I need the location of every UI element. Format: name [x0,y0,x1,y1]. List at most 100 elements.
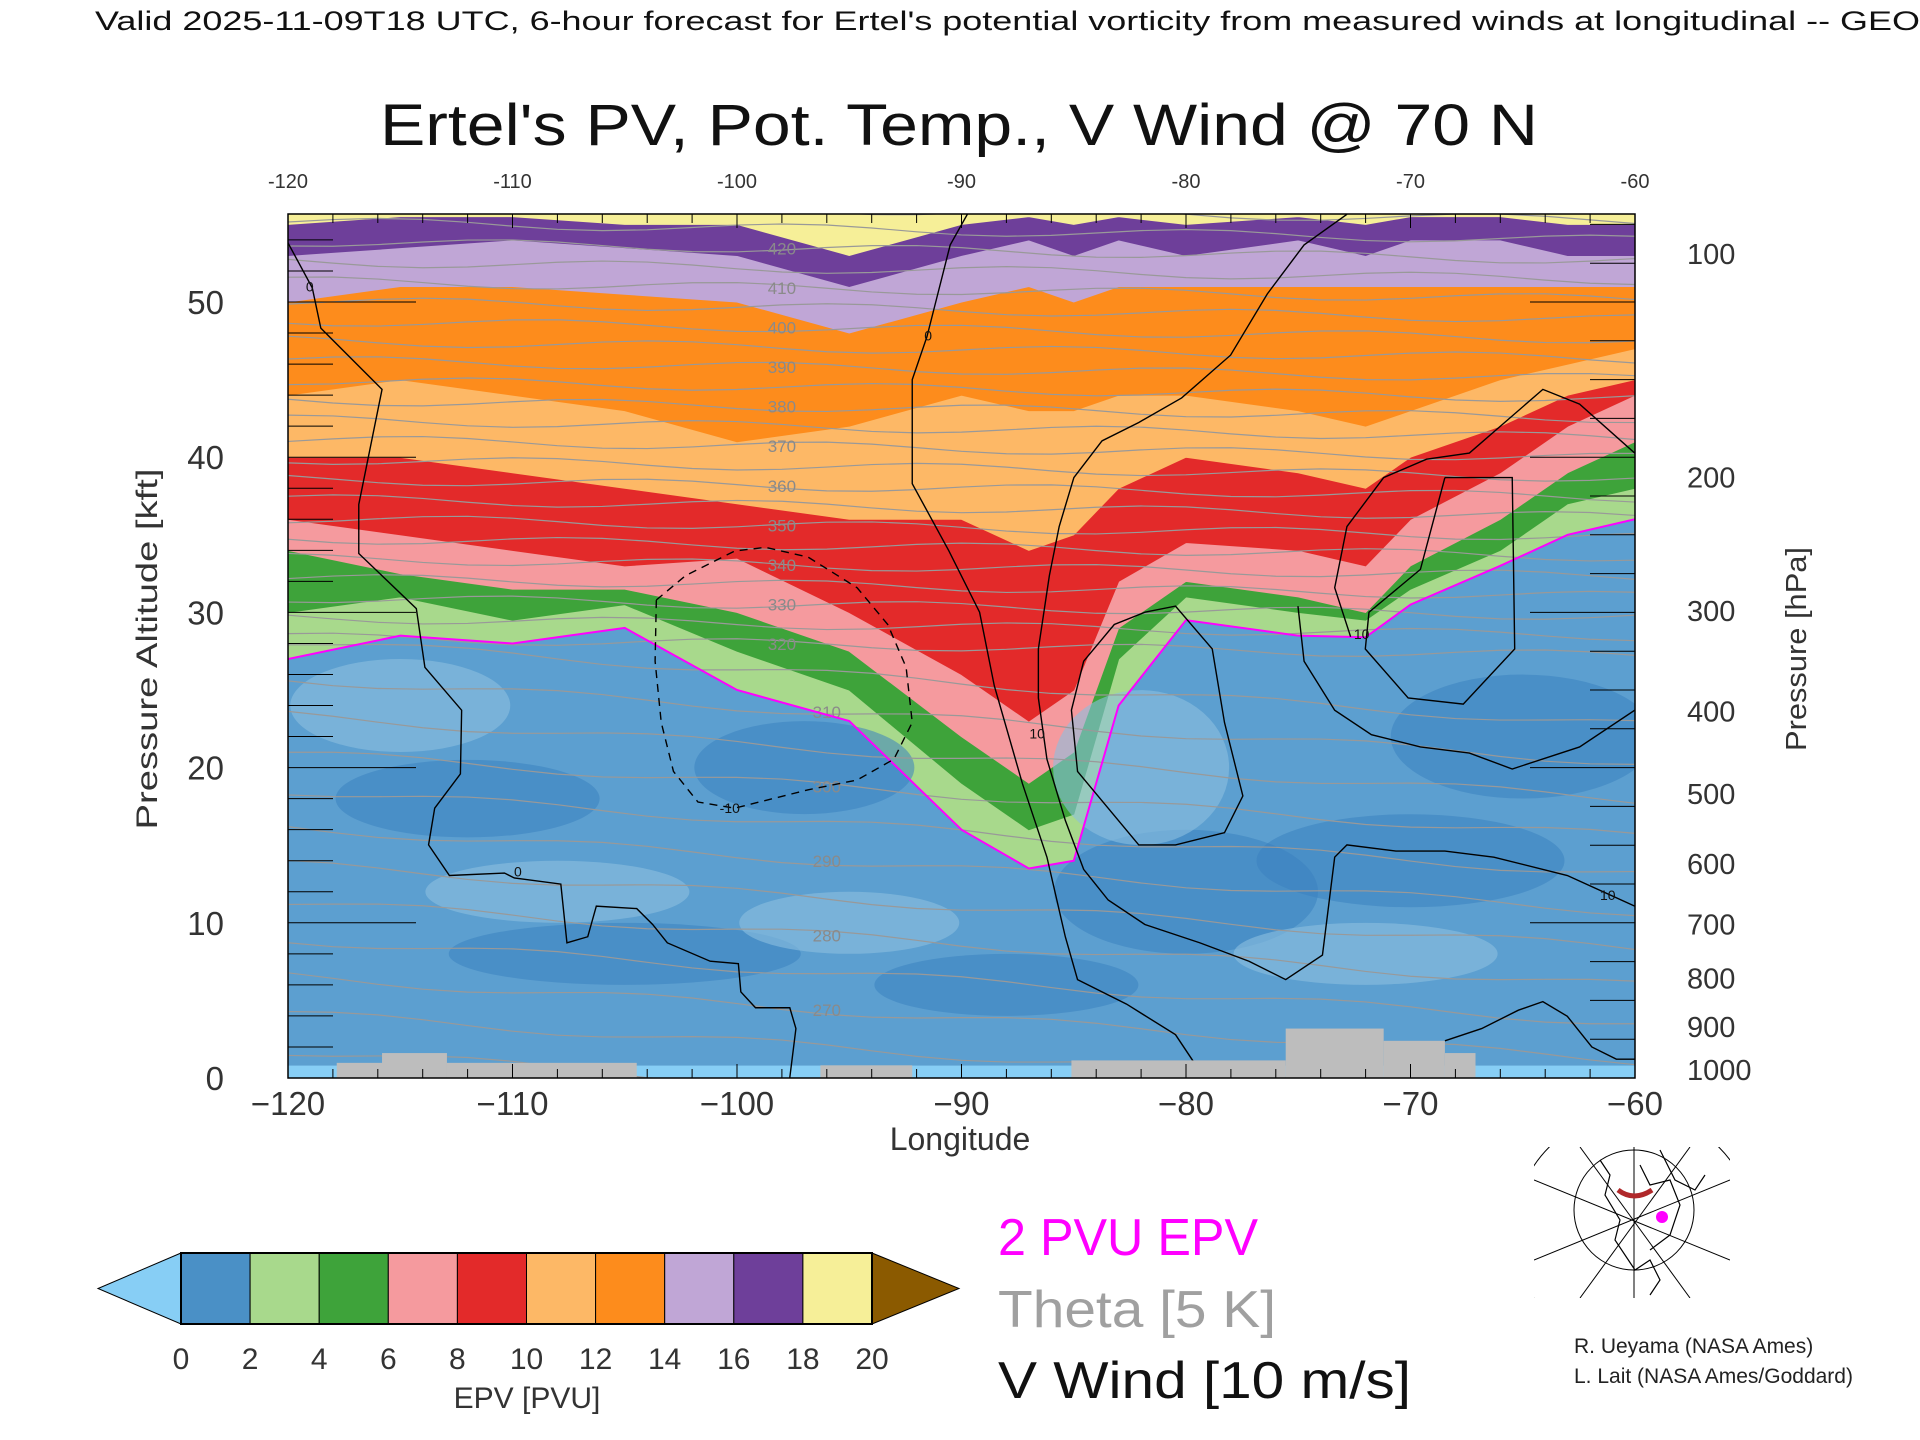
pv-low-patch [694,721,915,815]
x-tick-label: −120 [251,1085,325,1122]
v-wind-line-2 [1444,1000,1635,1060]
pv-light-patch [290,659,511,753]
colorbar-tick-label: 2 [242,1343,259,1376]
theta-label: 270 [813,1001,841,1020]
v-wind-label: 10 [1354,626,1370,642]
colorbar-under-triangle [96,1252,182,1325]
theta-line-260 [288,1054,662,1078]
colorbar-segment [456,1252,527,1325]
y-tick-label: 50 [187,284,224,321]
x-tick-label: −100 [700,1085,774,1122]
v-wind-line-5 [1333,388,1635,637]
v-wind-label: 10 [1029,725,1045,741]
theta-line-370 [288,435,1635,461]
theta-label: 360 [768,477,796,496]
colorbar-segment [733,1252,804,1325]
theta-line-360 [288,474,1635,503]
theta-line-325 [288,614,1635,642]
top-tick-label: -90 [947,171,976,193]
theta-label: 340 [768,556,796,575]
valid-time-caption: Valid 2025-11-09T18 UTC, 6-hour forecast… [95,6,1920,36]
terrain-block [820,1065,913,1078]
legend-theta: Theta [5 K] [998,1281,1276,1339]
pv-bands [288,214,1635,870]
theta-line-330 [288,595,1635,620]
pv-band-18-pvu [288,214,1635,256]
colorbar-tick-label: 16 [717,1343,750,1376]
theta-line-290 [288,826,1635,917]
x-tick-label: −110 [477,1085,549,1122]
theta-line-320 [288,632,1635,658]
colorbar-tick-label: 12 [579,1343,612,1376]
colorbar-label: EPV [PVU] [454,1382,601,1415]
theta-line-410 [288,276,1635,301]
legend-v-wind: V Wind [10 m/s] [998,1352,1411,1410]
terrain [336,1028,1476,1078]
two-pvu-contour [288,518,1635,870]
theta-label: 350 [768,516,796,535]
theta-line-400 [288,319,1635,344]
colorbar-tick-label: 4 [311,1343,328,1376]
v-wind-line-0 [288,242,797,1078]
top-tick-label: -110 [493,171,532,193]
colorbar-tick-label: 14 [648,1343,681,1376]
v-wind-label: 0 [514,864,522,880]
credit-line-1: R. Ueyama (NASA Ames) [1574,1335,1813,1358]
pv-light-patch [1233,922,1498,985]
theta-line-280 [288,903,1635,982]
theta-line-285 [288,859,1635,951]
top-tick-label: -120 [268,171,308,193]
axes: −120-120−110-110−100-100−90-90−80-80−70-… [187,171,1751,1122]
theta-line-340 [288,552,1635,580]
theta-label: 320 [768,635,796,654]
cross-section-track [1616,1187,1654,1199]
terrain-block [1444,1053,1476,1078]
map-coastlines [1599,1149,1706,1296]
x-tick-label: −80 [1158,1085,1214,1122]
pressure-tick-label: 700 [1687,909,1735,941]
colorbar-segment [802,1252,873,1325]
y-tick-label: 30 [187,594,224,631]
v-wind-contours: 0 0 0 10 -10 10 10 [288,214,1635,1078]
x-axis-title: Longitude [890,1121,1031,1157]
colorbar-segment [664,1252,735,1325]
theta-line-350 [288,515,1635,541]
plot-area: 4204104003903803703603503403303203103002… [288,214,1635,1078]
terrain-block [382,1053,447,1078]
theta-line-380 [288,398,1635,424]
pv-light-patch [425,860,690,923]
theta-label: 290 [813,852,841,871]
theta-label: 300 [813,778,841,797]
colorbar-over-triangle [871,1252,961,1325]
v-wind-line-1 [911,214,1201,1072]
colorbar-segment [526,1252,597,1325]
theta-label: 410 [768,279,796,298]
theta-line-385 [288,377,1635,402]
colorbar-tick-label: 18 [786,1343,819,1376]
theta-line-395 [288,335,1635,364]
theta-label: 280 [813,927,841,946]
v-wind-negative-line [654,546,913,809]
colorbar-segment [318,1252,389,1325]
v-wind-line-3 [1037,214,1635,981]
terrain-block [1383,1040,1445,1078]
v-wind-label: 0 [306,278,314,294]
colorbar-segment [180,1252,251,1325]
v-wind-label: 0 [924,327,932,343]
theta-label: 390 [768,358,796,377]
y-tick-label: 20 [187,750,224,787]
pv-low-patch [335,759,600,838]
colorbar-tick-label: 0 [173,1343,190,1376]
y-tick-label: 40 [187,439,224,476]
chart-title: Ertel's PV, Pot. Temp., V Wind @ 70 N [380,93,1538,158]
pressure-tick-label: 500 [1687,779,1735,811]
terrain-block [1285,1028,1384,1078]
theta-line-265 [288,1010,1297,1078]
pressure-tick-label: 600 [1687,849,1735,881]
theta-line-300 [288,751,1635,835]
y2-axis-title: Pressure [hPa] [1781,547,1813,751]
theta-line-315 [288,643,1635,722]
pv-low-patch [1054,829,1318,954]
location-marker [1656,1211,1668,1223]
